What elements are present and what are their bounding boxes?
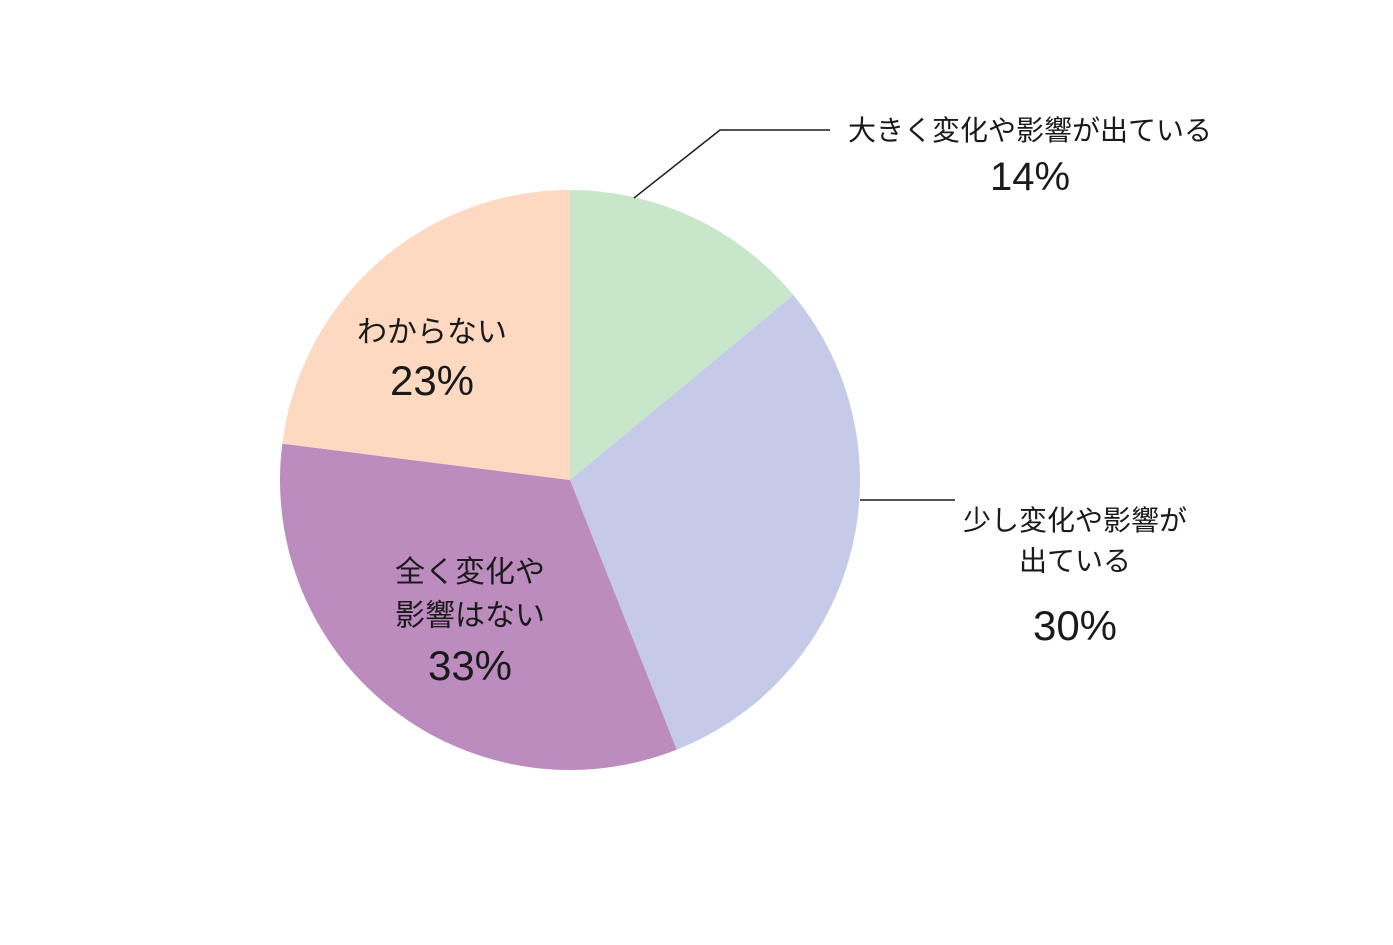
- slice-value-3: 23%: [390, 357, 474, 404]
- slice-label-3-line-0: わからない: [357, 316, 507, 349]
- slice-label-2-line-0: 全く変化や: [395, 556, 545, 589]
- slice-value-2: 33%: [428, 642, 512, 689]
- slice-label-1-line-1: 出ている: [1019, 546, 1131, 577]
- slice-value-0: 14%: [990, 155, 1070, 199]
- pie-chart-svg: 大きく変化や影響が出ている 14% 少し変化や影響が出ている 30% 全く変化や影響はな…: [0, 0, 1393, 940]
- slice-label-1-line-0: 少し変化や影響が: [963, 505, 1187, 536]
- pie-chart-container: 大きく変化や影響が出ている 14% 少し変化や影響が出ている 30% 全く変化や影響はな…: [0, 0, 1393, 940]
- slice-label-2-line-1: 影響はない: [395, 600, 545, 633]
- slice-label-0-line-0: 大きく変化や影響が出ている: [848, 115, 1212, 146]
- leader-line-0: [634, 130, 830, 198]
- slice-value-1: 30%: [1033, 602, 1117, 649]
